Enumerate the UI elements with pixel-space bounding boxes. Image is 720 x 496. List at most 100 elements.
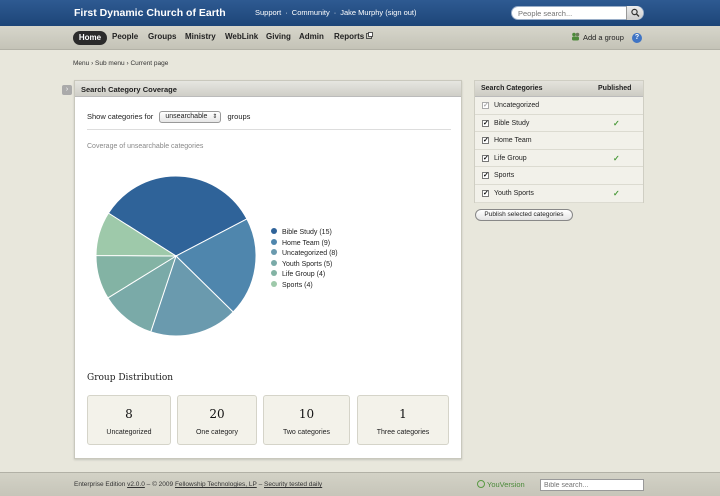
people-search-input[interactable] (518, 8, 626, 18)
category-name: Uncategorized (494, 102, 540, 109)
chart-title: Coverage of unsearchable categories (87, 143, 204, 150)
publish-categories-button[interactable]: Publish selected categories (475, 209, 573, 221)
add-group-icon (572, 32, 580, 41)
divider (87, 129, 451, 130)
legend-label: Bible Study (15) (282, 229, 332, 236)
select-arrows-icon: ⇕ (212, 114, 218, 120)
dist-card-one: 20 One category (177, 395, 257, 445)
external-link-icon (366, 32, 374, 39)
category-name: Bible Study (494, 119, 530, 127)
legend-swatch (271, 270, 277, 276)
dist-card-value: 10 (298, 407, 315, 421)
add-group-link[interactable]: Add a group (571, 32, 624, 42)
dist-card-three: 1 Three categories (357, 395, 449, 445)
nav-weblink[interactable]: WebLink (225, 32, 259, 41)
published-col-header: Published (598, 85, 632, 92)
legend-label: Sports (4) (282, 281, 313, 289)
nav-reports-label: Reports (334, 32, 365, 41)
dist-card-two: 10 Two categories (263, 395, 350, 445)
dist-card-value: 8 (125, 407, 133, 421)
community-link[interactable]: Community (291, 8, 330, 17)
footer-edition: Enterprise Edition (74, 481, 126, 488)
dist-card-uncategorized: 8 Uncategorized (87, 395, 171, 445)
category-row: ✓ Uncategorized (475, 97, 643, 115)
nav-home[interactable]: Home (73, 31, 107, 45)
nav-reports[interactable]: Reports (334, 32, 374, 41)
nav-giving[interactable]: Giving (266, 32, 291, 41)
legend-item: Sports (4) (271, 280, 338, 292)
user-signout-link[interactable]: Jake Murphy (sign out) (340, 8, 417, 17)
distribution-title: Group Distribution (87, 373, 174, 383)
dist-card-value: 20 (209, 407, 225, 421)
pie-chart (95, 175, 257, 337)
security-link[interactable]: Security tested daily (264, 481, 323, 488)
panel-toggle-icon[interactable]: › (62, 85, 72, 95)
youversion-icon (477, 480, 485, 488)
published-check-icon: ✓ (613, 153, 620, 163)
legend-label: Uncategorized (8) (282, 250, 338, 257)
pie-slice (107, 175, 248, 257)
dist-card-label: Three categories (376, 429, 430, 436)
category-checkbox[interactable]: ✓ (482, 172, 489, 180)
nav-people[interactable]: People (112, 32, 139, 41)
group-type-value: unsearchable (165, 113, 208, 120)
search-icon (631, 8, 640, 17)
support-link[interactable]: Support (255, 8, 282, 17)
category-row: ✓ Sports (475, 167, 643, 185)
chart-legend: Bible Study (15) Home Team (9) Uncategoriz… (271, 228, 338, 291)
legend-item: Uncategorized (8) (271, 249, 338, 260)
coverage-panel: Search Category Coverage Show categories… (74, 80, 462, 459)
legend-swatch (271, 249, 277, 255)
nav-ministry[interactable]: Ministry (185, 32, 216, 41)
add-group-label: Add a group (583, 33, 624, 42)
top-links: Support · Community · Jake Murphy (sign out) (255, 8, 417, 17)
category-row: ✓ Bible Study ✓ (475, 115, 643, 133)
legend-item: Home Team (9) (271, 238, 338, 250)
published-check-icon: ✓ (613, 189, 620, 198)
category-row: ✓ Life Group ✓ (475, 150, 643, 168)
footer: Enterprise Edition v2.0.0 – © 2009 Fello… (0, 472, 720, 496)
category-row: ✓ Home Team (475, 132, 643, 150)
dist-card-label: One category (195, 429, 239, 436)
help-icon[interactable]: ? (632, 33, 642, 43)
category-checkbox[interactable]: ✓ (482, 154, 489, 162)
people-search-button[interactable] (626, 6, 643, 20)
footer-dash: – (258, 481, 263, 488)
bible-search (540, 479, 644, 491)
published-check-icon: ✓ (613, 118, 620, 128)
version-link[interactable]: v2.0.0 (127, 481, 145, 488)
legend-item: Life Group (4) (271, 270, 338, 281)
category-name: Life Group (494, 154, 527, 162)
legend-label: Home Team (9) (282, 239, 331, 247)
people-search (511, 6, 644, 20)
legend-swatch (271, 228, 277, 234)
filter-suffix: groups (227, 111, 251, 121)
pie-slice (95, 212, 178, 257)
legend-label: Life Group (4) (282, 271, 326, 278)
brand-title[interactable]: First Dynamic Church of Earth (74, 7, 226, 19)
youversion-logo[interactable]: YouVersion (477, 480, 525, 489)
category-checkbox[interactable]: ✓ (482, 137, 489, 145)
categories-header: Search Categories Published (475, 81, 643, 97)
dist-card-value: 1 (399, 407, 407, 421)
filter-prefix: Show categories for (87, 111, 154, 121)
bible-search-input[interactable] (544, 481, 640, 490)
legend-item: Youth Sports (5) (271, 259, 338, 271)
nav-admin[interactable]: Admin (299, 32, 324, 41)
dist-card-label: Uncategorized (106, 429, 152, 436)
dist-card-label: Two categories (282, 429, 331, 436)
category-checkbox[interactable]: ✓ (482, 190, 489, 197)
category-checkbox[interactable]: ✓ (482, 119, 489, 127)
legend-swatch (271, 259, 277, 266)
company-link[interactable]: Fellowship Technologies, LP (174, 481, 257, 488)
group-type-select[interactable]: unsearchable ⇕ (159, 111, 222, 123)
main-nav: Home People Groups Ministry WebLink Givi… (0, 26, 720, 50)
legend-swatch (271, 238, 277, 245)
nav-groups[interactable]: Groups (148, 32, 177, 41)
panel-title: Search Category Coverage (81, 85, 177, 94)
category-checkbox: ✓ (482, 102, 489, 109)
top-header: First Dynamic Church of Earth Support · Co… (0, 0, 720, 26)
pie-slice (175, 218, 257, 313)
categories-col-header: Search Categories (481, 85, 543, 92)
category-name: Home Team (494, 137, 532, 145)
